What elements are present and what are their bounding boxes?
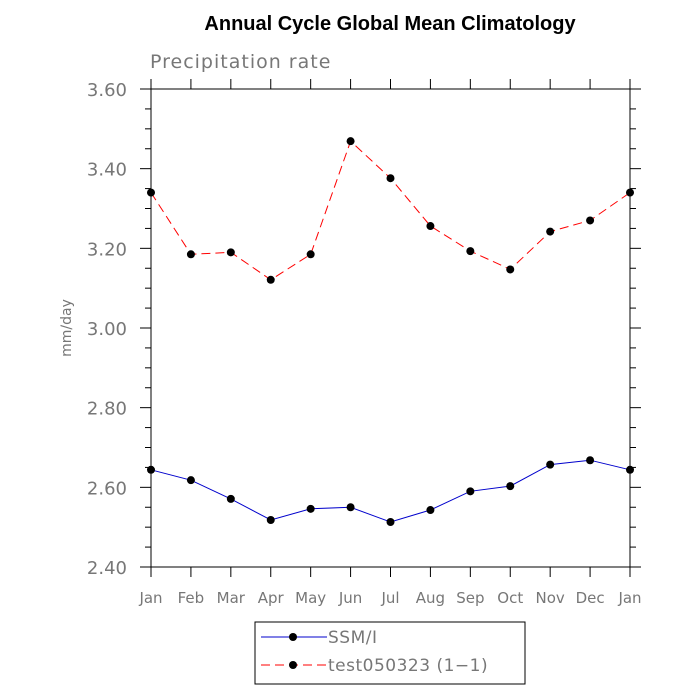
series-1-point <box>147 188 155 197</box>
x-tick-label: Apr <box>258 589 285 607</box>
series-1-point <box>466 247 475 256</box>
chart-subtitle: Precipitation rate <box>150 51 331 73</box>
legend-box <box>254 621 526 685</box>
series-layer <box>147 137 634 526</box>
series-1-point <box>306 250 315 259</box>
x-tick-label: Nov <box>536 589 565 607</box>
series-0-point <box>466 487 475 496</box>
x-tick-label: Jun <box>338 589 362 607</box>
x-tick-label: Oct <box>497 589 523 607</box>
series-line-1 <box>150 140 631 281</box>
x-tick-label: Jan <box>138 589 162 607</box>
chart-title: Annual Cycle Global Mean Climatology <box>204 13 576 35</box>
series-1-point <box>626 188 634 197</box>
y-tick-label: 2.60 <box>87 478 127 499</box>
series-0-point <box>586 456 595 465</box>
y-tick-label: 2.40 <box>87 558 127 579</box>
series-1-point <box>586 216 595 225</box>
x-tick-label: Sep <box>456 589 484 607</box>
legend-marker-ssmi <box>289 633 297 641</box>
x-tick-label: Jan <box>617 589 641 607</box>
x-tick-label: May <box>295 589 326 607</box>
x-tick-label: Feb <box>178 589 205 607</box>
series-line-0 <box>150 459 631 523</box>
series-0-point <box>426 506 435 515</box>
series-0-point <box>147 465 155 474</box>
series-0-point <box>626 465 634 474</box>
legend-label-test: test050323 (1−1) <box>328 656 488 676</box>
x-tick-label: Aug <box>416 589 445 607</box>
series-0-point <box>506 482 515 491</box>
y-tick-label: 3.20 <box>87 239 127 260</box>
series-0-point <box>546 460 555 469</box>
legend-label-ssmi: SSM/I <box>328 628 378 648</box>
series-1-point <box>426 222 435 231</box>
series-1-point <box>186 250 195 259</box>
y-tick-labels: 2.40 2.60 2.80 3.00 3.20 3.40 3.60 <box>87 80 127 579</box>
y-tick-label: 3.00 <box>87 319 127 340</box>
x-tick-label: Mar <box>217 589 246 607</box>
axis-ticks <box>140 79 641 577</box>
series-0-point <box>306 504 315 513</box>
y-tick-label: 2.80 <box>87 399 127 420</box>
y-tick-label: 3.60 <box>87 80 127 101</box>
legend-marker-test <box>289 661 297 669</box>
series-0-point <box>346 503 355 512</box>
series-0-point <box>386 517 395 526</box>
series-0-point <box>186 476 195 485</box>
series-0-point <box>226 494 235 503</box>
series-1-point <box>346 137 355 146</box>
x-tick-label: Dec <box>576 589 605 607</box>
y-axis-label: mm/day <box>59 299 75 357</box>
series-1-point <box>506 265 515 274</box>
legend: SSM/I test050323 (1−1) <box>254 621 526 685</box>
series-0-point <box>266 515 275 524</box>
series-1-point <box>226 248 235 257</box>
series-1-point <box>386 174 395 183</box>
series-1-point <box>546 227 555 236</box>
y-tick-label: 3.40 <box>87 160 127 181</box>
x-tick-labels: Jan Feb Mar Apr May Jun Jul Aug Sep Oct Nov Dec Jan <box>138 589 641 607</box>
series-1-point <box>266 275 275 284</box>
x-tick-label: Jul <box>380 589 399 607</box>
